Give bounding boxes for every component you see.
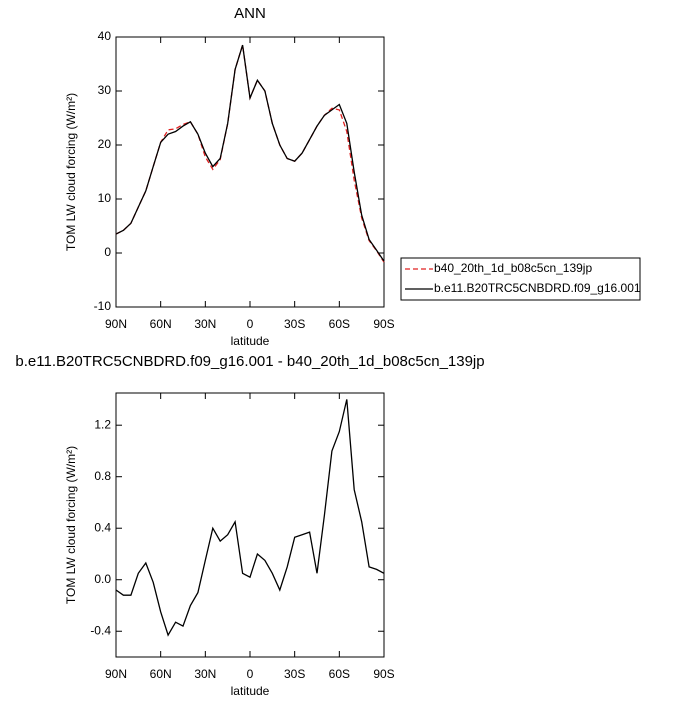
- x-tick-label: 30N: [194, 667, 216, 681]
- x-axis-label: latitude: [231, 684, 270, 698]
- y-tick-label: 20: [98, 137, 112, 151]
- x-tick-label: 30S: [284, 317, 305, 331]
- plot-frame: [115, 392, 385, 658]
- y-tick-label: 10: [98, 191, 112, 205]
- x-tick-label: 60N: [150, 317, 172, 331]
- legend-box: [400, 257, 641, 301]
- chart-title: ANN: [234, 5, 266, 22]
- x-tick-label: 0: [247, 667, 254, 681]
- y-axis-label: TOM LW cloud forcing (W/m²): [64, 446, 78, 604]
- x-tick-label: 90N: [105, 317, 127, 331]
- x-tick-label: 90S: [373, 317, 394, 331]
- legend-label: b.e11.B20TRC5CNBDRD.f09_g16.001: [434, 281, 641, 295]
- legend-label: b40_20th_1d_b08c5cn_139jp: [434, 261, 592, 275]
- y-tick-label: 0: [104, 245, 111, 259]
- line-series: [115, 399, 385, 637]
- x-tick-label: 30N: [194, 317, 216, 331]
- x-tick-label: 0: [247, 317, 254, 331]
- y-tick-label: 1.2: [94, 417, 111, 431]
- y-tick-label: 40: [98, 29, 112, 43]
- y-tick-label: -0.4: [90, 623, 111, 637]
- y-tick-label: -10: [94, 299, 112, 313]
- x-tick-label: 60S: [329, 667, 350, 681]
- line-series: [115, 44, 385, 262]
- plot-frame: [115, 36, 385, 308]
- x-tick-label: 90S: [373, 667, 394, 681]
- y-tick-label: 0.4: [94, 520, 111, 534]
- x-tick-label: 90N: [105, 667, 127, 681]
- y-axis-label: TOM LW cloud forcing (W/m²): [64, 93, 78, 251]
- x-tick-label: 30S: [284, 667, 305, 681]
- x-axis-label: latitude: [231, 334, 270, 348]
- chart-title: b.e11.B20TRC5CNBDRD.f09_g16.001 - b40_20…: [15, 353, 484, 370]
- x-tick-label: 60N: [150, 667, 172, 681]
- y-tick-label: 0.8: [94, 469, 111, 483]
- y-tick-label: 30: [98, 83, 112, 97]
- x-tick-label: 60S: [329, 317, 350, 331]
- line-series: [115, 44, 385, 263]
- y-tick-label: 0.0: [94, 572, 111, 586]
